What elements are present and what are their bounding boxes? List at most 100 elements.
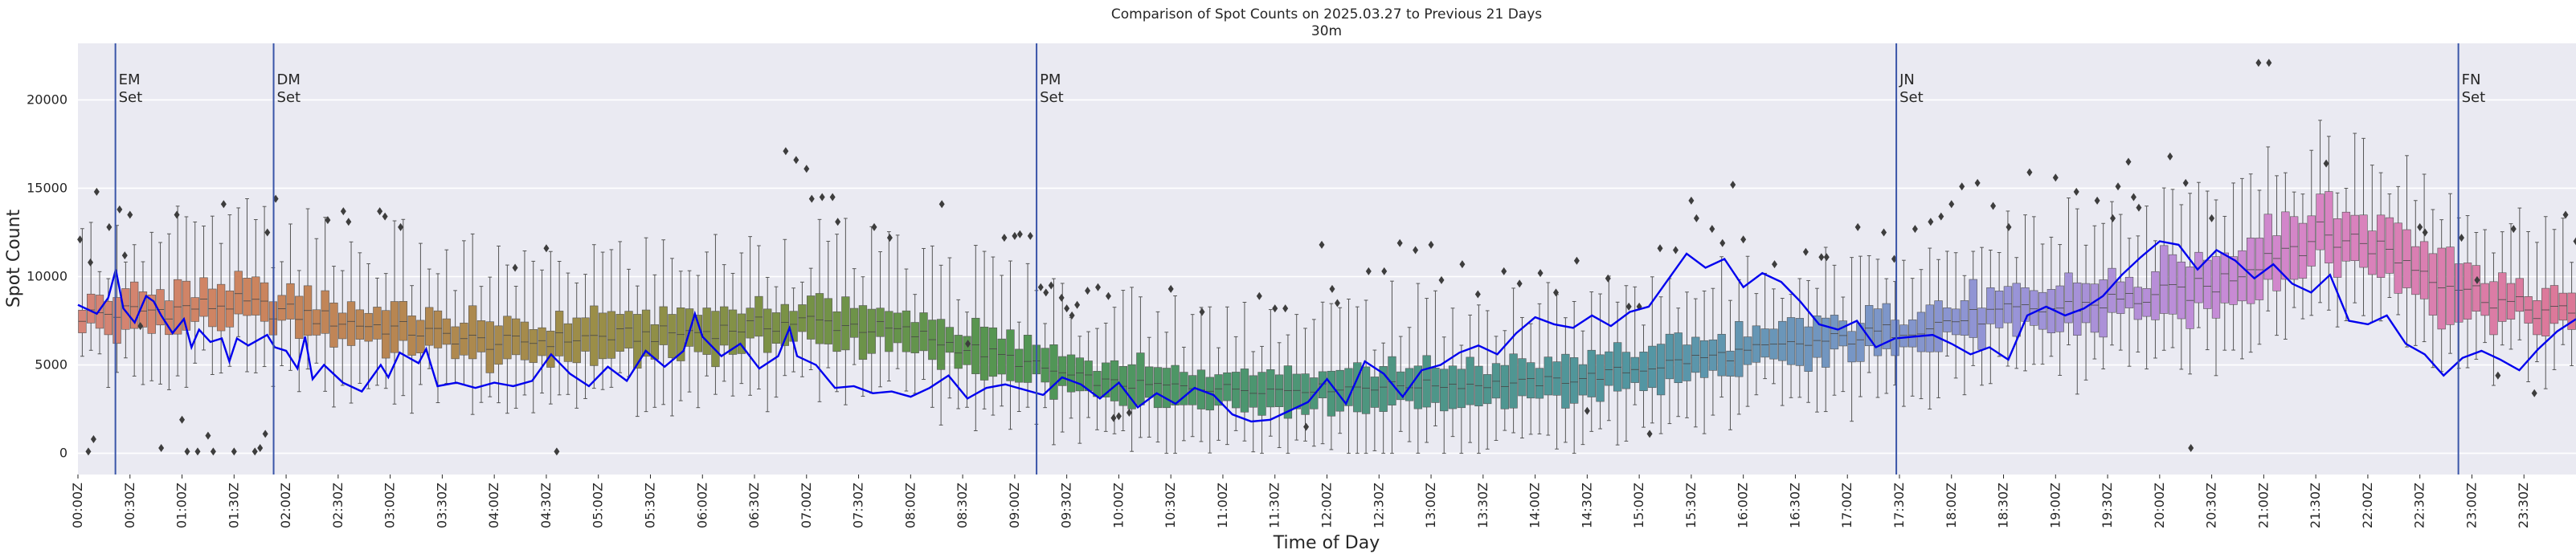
- box-iqr: [1102, 362, 1110, 397]
- outlier-point: [2495, 371, 2501, 380]
- box-iqr: [2030, 290, 2038, 326]
- box-194: [1760, 272, 1769, 380]
- box-iqr: [1093, 371, 1102, 397]
- outlier-point: [1537, 269, 1544, 278]
- box-6: [130, 244, 139, 377]
- x-tick-label: 15:30Z: [1683, 483, 1699, 528]
- box-iqr: [2437, 247, 2446, 330]
- box-96: [910, 294, 919, 394]
- outlier-point: [965, 340, 971, 348]
- box-126: [1171, 295, 1180, 454]
- x-tick-label: 00:30Z: [122, 483, 137, 528]
- outlier-point: [325, 216, 331, 225]
- box-iqr: [2160, 245, 2169, 314]
- box-iqr: [971, 317, 980, 374]
- box-25: [295, 270, 304, 393]
- outlier-point: [1959, 182, 1965, 191]
- box-198: [1795, 278, 1804, 398]
- x-tick-label: 14:00Z: [1527, 483, 1543, 528]
- box-iqr: [1058, 356, 1067, 386]
- box-iqr: [104, 300, 112, 336]
- box-259: [2325, 136, 2333, 311]
- outlier-point: [1928, 218, 1934, 226]
- outlier-point: [2562, 210, 2569, 219]
- box-iqr: [1873, 308, 1883, 356]
- x-tick-label: 15:00Z: [1631, 483, 1646, 528]
- box-27: [312, 238, 321, 364]
- box-33: [364, 263, 373, 389]
- box-207: [1873, 259, 1883, 398]
- box-iqr: [520, 321, 530, 360]
- box-153: [1405, 327, 1414, 442]
- y-tick-label: 5000: [35, 357, 67, 373]
- outlier-point: [1365, 267, 1372, 275]
- box-14: [199, 226, 208, 351]
- box-iqr: [2385, 217, 2394, 274]
- box-132: [1223, 306, 1232, 446]
- box-iqr: [2533, 299, 2541, 336]
- outlier-point: [1552, 288, 1559, 297]
- box-iqr: [112, 297, 121, 344]
- box-166: [1518, 316, 1527, 439]
- box-iqr: [190, 297, 199, 322]
- box-iqr: [2558, 292, 2567, 321]
- box-iqr: [399, 300, 407, 341]
- box-iqr: [433, 310, 443, 348]
- box-100: [945, 257, 955, 399]
- box-iqr: [2428, 253, 2438, 316]
- box-20: [251, 219, 260, 373]
- box-iqr: [1648, 345, 1657, 389]
- box-30: [338, 270, 347, 386]
- box-iqr: [251, 276, 260, 316]
- box-iqr: [1630, 356, 1639, 383]
- box-iqr: [1145, 366, 1154, 398]
- box-iqr: [554, 311, 564, 356]
- box-iqr: [121, 288, 130, 330]
- box-iqr: [1674, 332, 1683, 384]
- outlier-point: [543, 244, 550, 253]
- box-iqr: [1015, 348, 1024, 383]
- outlier-point: [1438, 275, 1445, 284]
- box-80: [771, 286, 781, 398]
- box-iqr: [1561, 353, 1570, 409]
- box-238: [2142, 206, 2151, 370]
- box-iqr: [945, 327, 955, 353]
- x-tick-label: 04:00Z: [486, 483, 501, 528]
- outlier-point: [1584, 406, 1590, 415]
- outlier-point: [2417, 222, 2423, 231]
- box-97: [919, 247, 928, 381]
- box-iqr: [979, 326, 989, 381]
- box-152: [1396, 336, 1405, 432]
- event-label: EM: [119, 71, 141, 88]
- box-iqr: [1596, 354, 1605, 402]
- x-tick-label: 02:30Z: [330, 483, 346, 528]
- box-185: [1683, 291, 1691, 418]
- box-iqr: [2090, 283, 2100, 333]
- outlier-point: [2422, 228, 2428, 237]
- box-iqr: [1795, 318, 1804, 366]
- box-62: [615, 241, 624, 373]
- x-tick-label: 01:00Z: [174, 483, 190, 528]
- box-272: [2437, 219, 2446, 373]
- x-tick-label: 13:30Z: [1475, 483, 1490, 528]
- outlier-point: [231, 447, 237, 456]
- outlier-point: [512, 263, 518, 272]
- box-49: [503, 264, 512, 414]
- box-iqr: [1066, 354, 1076, 393]
- box-119: [1110, 307, 1119, 434]
- outlier-point: [1709, 225, 1715, 234]
- box-212: [1916, 269, 1926, 400]
- box-iqr: [2003, 286, 2013, 324]
- box-248: [2229, 182, 2238, 351]
- box-iqr: [494, 325, 503, 365]
- outlier-point: [257, 443, 264, 452]
- box-29: [329, 266, 338, 408]
- box-101: [954, 299, 963, 409]
- x-tick-label: 08:30Z: [955, 483, 970, 528]
- box-283: [2533, 242, 2541, 363]
- box-24: [286, 223, 295, 371]
- event-label: Set: [277, 89, 301, 106]
- box-iqr: [1301, 373, 1310, 415]
- box-63: [624, 268, 633, 377]
